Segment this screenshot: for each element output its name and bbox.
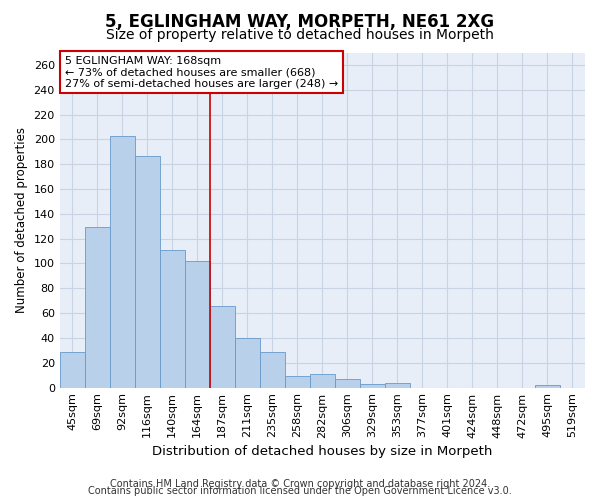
Text: Size of property relative to detached houses in Morpeth: Size of property relative to detached ho…: [106, 28, 494, 42]
Text: Contains public sector information licensed under the Open Government Licence v3: Contains public sector information licen…: [88, 486, 512, 496]
Bar: [235, 338, 260, 388]
Text: 5, EGLINGHAM WAY, MORPETH, NE61 2XG: 5, EGLINGHAM WAY, MORPETH, NE61 2XG: [106, 12, 494, 30]
Bar: [85, 228, 110, 388]
Bar: [260, 352, 285, 388]
Bar: [360, 384, 385, 388]
X-axis label: Distribution of detached houses by size in Morpeth: Distribution of detached houses by size …: [152, 444, 493, 458]
Bar: [135, 156, 160, 388]
Bar: [110, 136, 135, 388]
Bar: [310, 374, 335, 388]
Bar: [335, 379, 360, 388]
Bar: [285, 376, 310, 388]
Bar: [160, 250, 185, 388]
Bar: [385, 382, 410, 388]
Bar: [185, 261, 210, 388]
Y-axis label: Number of detached properties: Number of detached properties: [15, 127, 28, 313]
Text: 5 EGLINGHAM WAY: 168sqm
← 73% of detached houses are smaller (668)
27% of semi-d: 5 EGLINGHAM WAY: 168sqm ← 73% of detache…: [65, 56, 338, 89]
Bar: [210, 306, 235, 388]
Text: Contains HM Land Registry data © Crown copyright and database right 2024.: Contains HM Land Registry data © Crown c…: [110, 479, 490, 489]
Bar: [59, 352, 85, 388]
Bar: [535, 385, 560, 388]
